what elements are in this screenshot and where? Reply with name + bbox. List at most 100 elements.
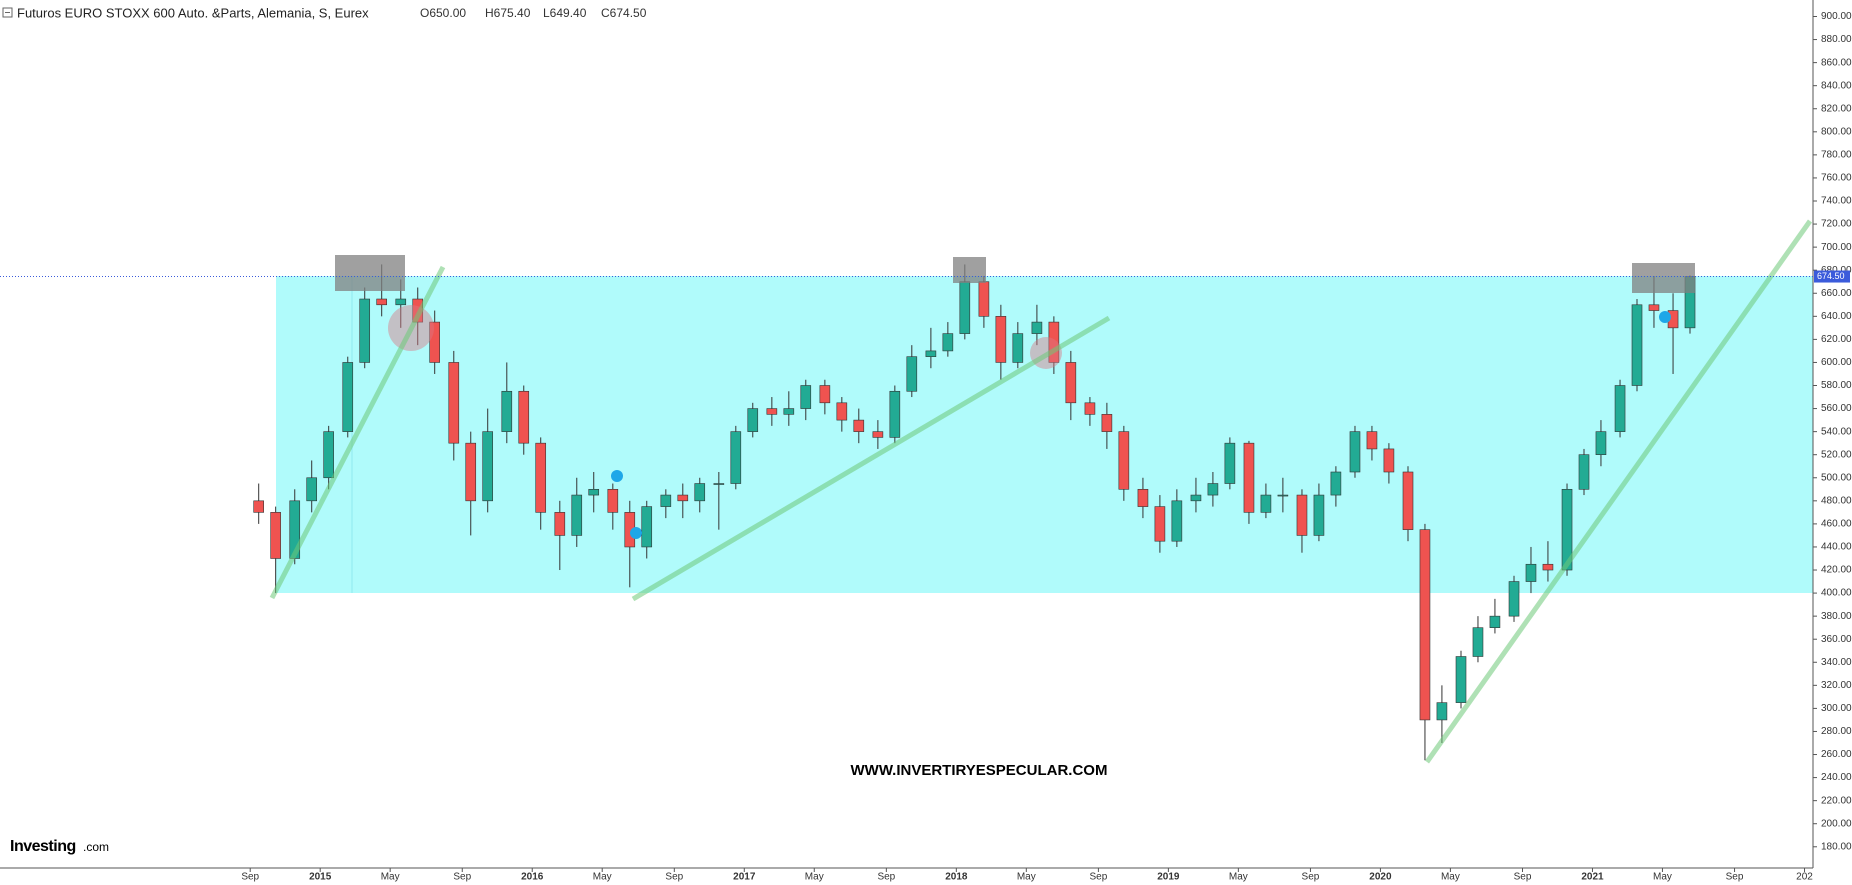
candle-body (1542, 563, 1554, 571)
y-tick-label: 440.00 (1821, 542, 1852, 553)
event-marker[interactable] (630, 527, 642, 539)
candle-body (1137, 488, 1149, 507)
y-tick-label: 680.00 (1821, 265, 1852, 276)
event-marker[interactable] (611, 470, 623, 482)
candle-body (359, 298, 371, 363)
candle-body (747, 408, 759, 432)
y-tick-label: 540.00 (1821, 426, 1852, 437)
trend-line (631, 315, 1111, 602)
candle-body (660, 494, 672, 507)
resistance-box (953, 257, 986, 283)
candle-body (501, 390, 513, 432)
last-price-label: 674.50 (1817, 271, 1845, 281)
watermark: WWW.INVERTIRYESPECULAR.COM (851, 762, 1108, 779)
candle-body (713, 483, 725, 485)
y-tick-label: 660.00 (1821, 288, 1852, 299)
x-tick-label: 2021 (1581, 872, 1604, 883)
candle-body (959, 281, 971, 334)
y-tick-label: 240.00 (1821, 772, 1852, 783)
chart-title: Futuros EURO STOXX 600 Auto. &Parts, Ale… (17, 5, 369, 20)
y-tick-label: 320.00 (1821, 680, 1852, 691)
candle-body (465, 442, 477, 502)
candle-body (995, 316, 1007, 363)
candle-body (819, 385, 831, 404)
candle-body (571, 494, 583, 536)
candle-body (1648, 304, 1660, 311)
candle-body (906, 356, 918, 392)
candle-body (978, 281, 990, 317)
candle-body (942, 333, 954, 352)
x-tick-label: May (805, 872, 824, 883)
candle-body (535, 442, 547, 513)
y-tick-label: 480.00 (1821, 495, 1852, 506)
x-tick-label: 2020 (1369, 872, 1392, 883)
candle-body (1048, 321, 1060, 363)
y-tick-label: 820.00 (1821, 103, 1852, 114)
candle-body (1101, 414, 1113, 432)
candle-body (1243, 442, 1255, 513)
event-marker[interactable] (1659, 311, 1671, 323)
y-tick-label: 580.00 (1821, 380, 1852, 391)
x-tick-label: Sep (453, 872, 471, 883)
y-tick-label: 180.00 (1821, 841, 1852, 852)
y-tick-label: 420.00 (1821, 565, 1852, 576)
x-tick-label: Sep (1090, 872, 1108, 883)
y-tick-label: 600.00 (1821, 357, 1852, 368)
candle-body (1171, 500, 1183, 542)
candle-body (1455, 656, 1467, 703)
candle-body (1313, 494, 1325, 536)
x-tick-label: May (593, 872, 612, 883)
candle-body (694, 483, 706, 502)
candle-body (730, 431, 742, 484)
candle-body (1436, 702, 1448, 721)
x-tick-label: May (1229, 872, 1248, 883)
x-tick-label: 2018 (945, 872, 968, 883)
y-tick-label: 900.00 (1821, 11, 1852, 22)
x-tick-label: 202 (1796, 872, 1813, 883)
candle-body (1084, 402, 1096, 415)
y-tick-label: 380.00 (1821, 611, 1852, 622)
candle-body (1578, 454, 1590, 490)
candle-body (1031, 321, 1043, 334)
range-box (276, 276, 1813, 593)
y-tick-label: 840.00 (1821, 80, 1852, 91)
candle-body (1419, 529, 1431, 721)
x-tick-label: 2015 (309, 872, 332, 883)
y-tick-label: 260.00 (1821, 749, 1852, 760)
candle-body (1154, 506, 1166, 542)
candle-body (1296, 494, 1308, 536)
candles (253, 264, 1696, 761)
header: Futuros EURO STOXX 600 Auto. &Parts, Ale… (2, 5, 647, 20)
y-tick-label: 400.00 (1821, 588, 1852, 599)
x-tick-label: Sep (1514, 872, 1532, 883)
candle-body (1366, 431, 1378, 450)
candle-body (342, 362, 354, 432)
candle-body (1525, 563, 1537, 582)
y-tick-label: 200.00 (1821, 818, 1852, 829)
candle-body (853, 419, 865, 432)
y-tick-label: 780.00 (1821, 150, 1852, 161)
ohlc-high: H675.40 (485, 6, 531, 20)
x-tick-label: Sep (241, 872, 259, 883)
candle-body (448, 362, 460, 444)
x-tick-label: 2019 (1157, 872, 1180, 883)
resistance-box (1632, 263, 1695, 293)
ohlc-close: C674.50 (601, 6, 647, 20)
candle-body (1631, 304, 1643, 386)
candle-body (1207, 483, 1219, 496)
candle-body (1349, 431, 1361, 473)
candle-body (323, 431, 334, 479)
candle-body (1472, 627, 1484, 657)
candle-body (1595, 431, 1607, 455)
y-tick-label: 740.00 (1821, 196, 1852, 207)
x-tick-label: May (381, 872, 400, 883)
candle-body (766, 408, 778, 415)
candle-body (1224, 442, 1236, 484)
collapse-icon[interactable] (2, 7, 13, 18)
candle-body (395, 298, 407, 306)
candle-body (607, 488, 619, 513)
brand-suffix: .com (83, 840, 109, 854)
candle-body (800, 385, 812, 409)
